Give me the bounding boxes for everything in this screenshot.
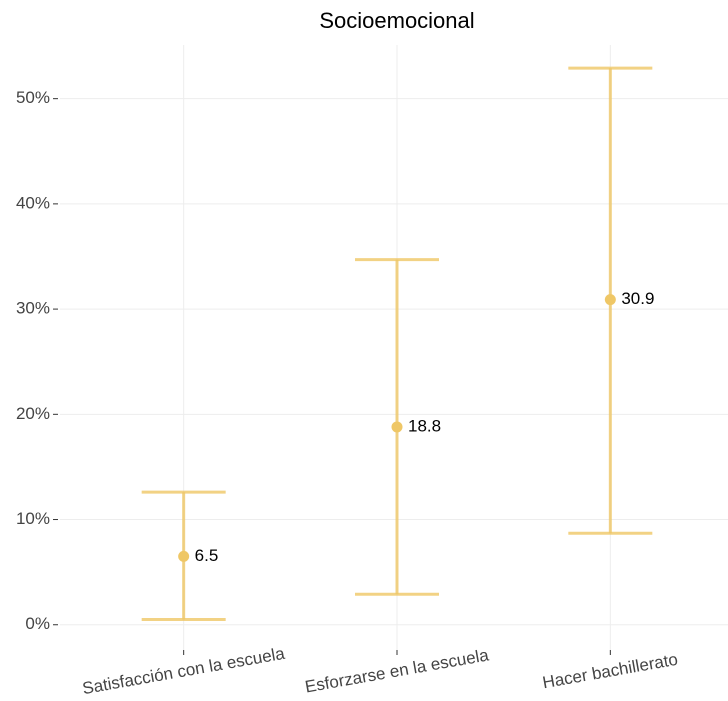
point (604, 294, 616, 306)
value-label: 18.8 (408, 416, 441, 435)
y-tick-label: 40% (16, 193, 50, 212)
value-label: 30.9 (621, 289, 654, 308)
point (391, 421, 403, 433)
value-label: 6.5 (195, 546, 219, 565)
y-tick-label: 30% (16, 299, 50, 318)
y-tick-label: 10% (16, 509, 50, 528)
y-tick-label: 0% (25, 614, 50, 633)
point (178, 550, 190, 562)
x-tick-label: Hacer bachillerato (541, 650, 679, 693)
y-tick-label: 20% (16, 404, 50, 423)
chart-title: Socioemocional (319, 8, 474, 33)
y-tick-label: 50% (16, 88, 50, 107)
